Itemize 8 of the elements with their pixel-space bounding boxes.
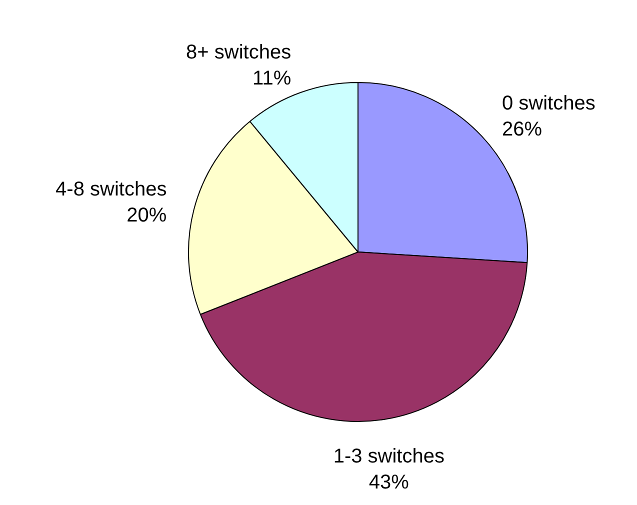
data-label: 20% (126, 204, 167, 226)
slice-label: 4-8 switches (56, 178, 167, 200)
slice-label: 1-3 switches (333, 446, 444, 468)
data-label: 43% (368, 472, 410, 494)
data-label: 11% (252, 68, 292, 90)
slice-label: 0 switches (502, 92, 596, 114)
slice-label: 8+ switches (186, 42, 292, 64)
data-label: 26% (502, 118, 542, 140)
